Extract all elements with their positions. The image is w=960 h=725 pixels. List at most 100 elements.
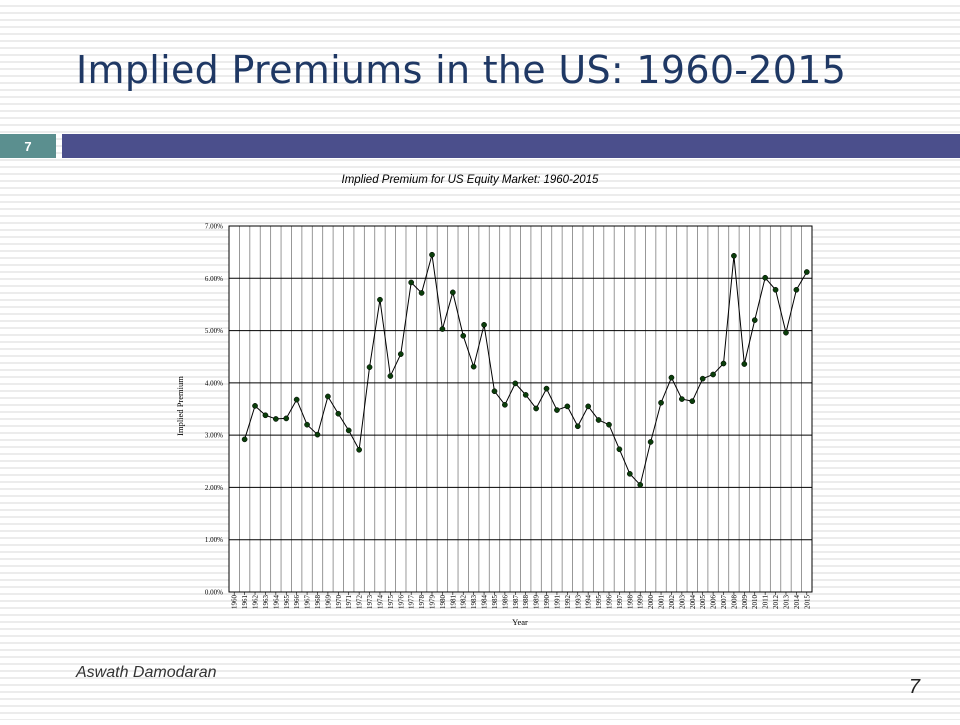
x-tick-label: 1971 xyxy=(345,595,353,610)
data-point xyxy=(314,431,321,438)
data-point xyxy=(783,329,789,336)
x-tick-label: 1982 xyxy=(460,595,468,610)
x-tick-label: 1983 xyxy=(470,595,478,610)
data-point xyxy=(574,423,581,430)
data-point xyxy=(720,360,727,367)
x-tick-label: 2013 xyxy=(782,595,790,610)
x-tick-label: 1996 xyxy=(605,595,613,610)
data-point xyxy=(377,296,383,303)
data-point xyxy=(751,317,758,323)
data-point xyxy=(325,393,331,400)
x-tick-label: 1992 xyxy=(564,595,572,610)
y-tick-label: 0.00% xyxy=(205,589,223,597)
title-accent-bar xyxy=(62,134,960,158)
data-point xyxy=(679,396,685,402)
slide-title: Implied Premiums in the US: 1960-2015 xyxy=(76,48,847,92)
data-point xyxy=(283,415,290,422)
x-axis-label: Year xyxy=(512,617,528,627)
data-point xyxy=(595,417,602,423)
x-tick-label: 2005 xyxy=(699,595,707,610)
x-tick-label: 1968 xyxy=(314,595,322,610)
data-point xyxy=(512,380,519,387)
x-tick-label: 2014 xyxy=(793,595,801,610)
data-point xyxy=(345,427,352,434)
x-tick-label: 1962 xyxy=(252,595,260,610)
data-point xyxy=(803,269,810,275)
x-tick-label: 1977 xyxy=(408,595,416,610)
x-tick-label: 1998 xyxy=(626,595,634,610)
y-tick-label: 3.00% xyxy=(205,432,223,440)
x-tick-label: 2011 xyxy=(762,595,770,609)
data-point xyxy=(491,388,498,395)
x-tick-label: 1972 xyxy=(356,595,364,610)
x-tick-label: 1961 xyxy=(241,595,249,610)
x-tick-label: 1978 xyxy=(418,595,426,610)
x-tick-label: 1980 xyxy=(439,595,447,610)
data-point xyxy=(647,439,654,445)
x-tick-label: 1969 xyxy=(324,595,332,610)
y-tick-label: 4.00% xyxy=(205,379,223,387)
x-tick-label: 1960 xyxy=(231,595,239,610)
data-point xyxy=(335,410,342,417)
data-point xyxy=(554,407,560,413)
data-point xyxy=(710,371,716,378)
x-tick-label: 1975 xyxy=(387,595,395,610)
x-tick-label: 2015 xyxy=(803,595,811,610)
y-tick-label: 5.00% xyxy=(205,327,223,335)
data-point xyxy=(502,401,508,408)
x-tick-label: 1963 xyxy=(262,595,270,610)
page-number: 7 xyxy=(908,676,920,698)
x-tick-label: 1974 xyxy=(376,595,384,610)
x-tick-label: 2006 xyxy=(710,595,718,610)
data-point xyxy=(429,251,435,258)
data-point xyxy=(262,412,269,419)
data-point xyxy=(356,446,362,453)
data-point xyxy=(668,374,675,381)
x-tick-label: 1986 xyxy=(501,595,509,610)
data-point xyxy=(699,375,706,382)
x-tick-label: 1988 xyxy=(522,595,530,610)
data-point xyxy=(241,436,248,443)
y-axis-label: Implied Premium xyxy=(175,376,185,436)
x-tick-label: 1995 xyxy=(595,595,603,610)
x-tick-label: 1964 xyxy=(272,595,280,610)
x-tick-label: 2000 xyxy=(647,595,655,610)
x-tick-label: 1973 xyxy=(366,595,374,610)
x-tick-label: 1979 xyxy=(429,595,437,610)
x-tick-label: 1989 xyxy=(533,595,541,610)
x-tick-label: 1993 xyxy=(574,595,582,610)
data-point xyxy=(272,416,279,422)
data-point xyxy=(793,286,800,293)
x-tick-label: 2002 xyxy=(668,595,676,610)
data-point xyxy=(772,286,779,293)
data-point xyxy=(418,290,425,296)
x-tick-label: 1997 xyxy=(616,595,624,610)
data-point xyxy=(606,421,612,428)
author-name: Aswath Damodaran xyxy=(76,664,217,681)
data-point xyxy=(439,326,446,332)
data-point xyxy=(460,332,467,339)
x-tick-label: 1981 xyxy=(449,595,457,610)
x-tick-label: 1991 xyxy=(553,595,561,610)
data-point xyxy=(470,363,477,370)
x-tick-label: 2010 xyxy=(751,595,759,610)
x-tick-label: 2009 xyxy=(741,595,749,610)
x-tick-label: 2007 xyxy=(720,595,728,610)
data-point xyxy=(252,403,258,409)
x-tick-label: 1985 xyxy=(491,595,499,610)
x-tick-label: 2012 xyxy=(772,595,780,610)
data-point xyxy=(689,398,696,405)
x-tick-label: 1984 xyxy=(481,595,489,610)
data-point xyxy=(731,252,737,259)
x-tick-label: 1999 xyxy=(637,595,645,610)
data-point xyxy=(397,351,404,357)
x-tick-label: 2001 xyxy=(658,595,666,610)
data-point xyxy=(585,403,592,410)
data-point xyxy=(522,392,529,398)
chart-title: Implied Premium for US Equity Market: 19… xyxy=(342,174,600,186)
data-point xyxy=(366,364,373,371)
x-tick-label: 1976 xyxy=(397,595,405,610)
x-tick-label: 2004 xyxy=(689,595,697,610)
